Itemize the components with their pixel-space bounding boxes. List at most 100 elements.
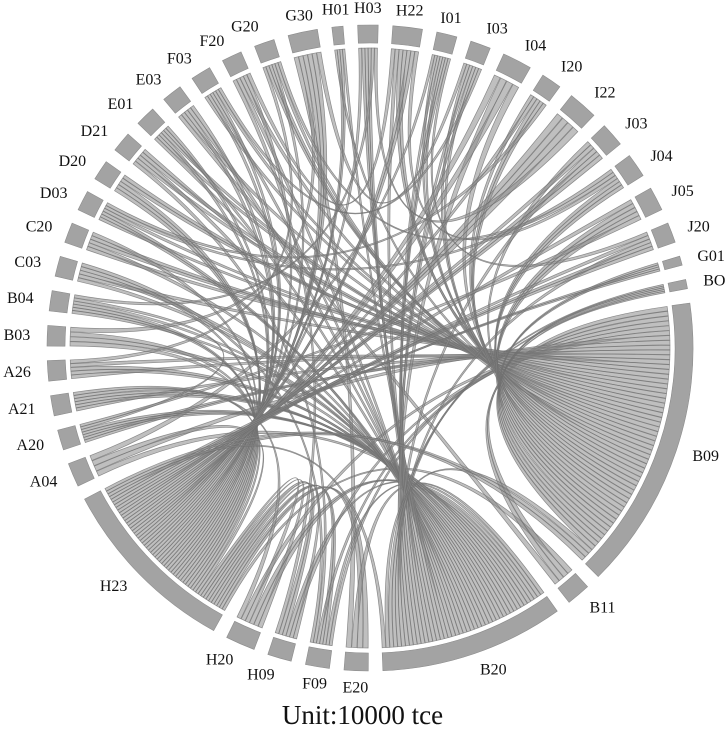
arc-g01 (662, 255, 683, 271)
arc-e01 (137, 108, 166, 137)
ribbon-a21-h20 (72, 385, 281, 620)
ribbon-d03-b20 (101, 210, 472, 633)
ribbon-bo9-b09 (496, 290, 666, 551)
ribbon-f03-b20 (209, 92, 457, 637)
label-b03: B03 (4, 327, 31, 344)
ribbon-h03-h23 (139, 47, 363, 544)
arc-b20 (381, 596, 558, 672)
ribbon-i22-h23 (124, 122, 574, 524)
ribbon-h01-h23 (141, 48, 346, 546)
label-g30: G30 (285, 7, 313, 24)
ribbon-b03-h23 (69, 341, 259, 591)
ribbon-c03-b09 (77, 273, 670, 370)
ribbon-j05-h23 (117, 199, 634, 514)
arc-g20 (254, 39, 280, 64)
ribbon-d21-b09 (139, 151, 665, 414)
ribbon-h20-b20 (253, 479, 535, 627)
label-b20: B20 (480, 662, 507, 679)
ribbon-b04-a20 (73, 297, 225, 430)
ribbon-c03-h23 (79, 266, 257, 583)
label-h03: H03 (354, 0, 382, 17)
label-b11: B11 (589, 600, 615, 617)
ribbon-g20-b09 (274, 62, 653, 456)
arc-i22 (559, 95, 595, 129)
ribbon-f03-h23 (156, 90, 282, 562)
ribbon-f09-b09 (328, 315, 670, 646)
arc-j03 (590, 125, 621, 156)
ribbon-e03-h23 (161, 104, 276, 567)
arc-g30 (287, 28, 321, 54)
ribbon-d21-e01 (142, 136, 261, 247)
ribbon-h22-b09 (399, 49, 648, 469)
ribbon-h09-b20 (285, 481, 538, 638)
ribbon-d21-b20 (137, 154, 468, 634)
unit-caption: Unit:10000 tce (281, 700, 444, 730)
ribbon-j03-h23 (122, 144, 595, 522)
ribbon-bo9-b09 (497, 287, 665, 547)
ribbon-h09-h23 (202, 481, 313, 636)
arc-h23 (84, 490, 223, 632)
label-j03: J03 (625, 115, 647, 132)
ribbon-c03-f09 (80, 262, 323, 643)
label-i04: I04 (525, 37, 546, 54)
arc-d03 (77, 191, 104, 218)
arc-a20 (57, 425, 81, 451)
ribbon-h23-b09 (104, 431, 586, 561)
label-h20: H20 (206, 651, 234, 668)
label-g20: G20 (231, 19, 259, 36)
label-i20: I20 (561, 59, 582, 76)
ribbon-g01-h23 (109, 268, 661, 500)
label-e03: E03 (136, 72, 162, 89)
ribbon-h22-h23 (135, 50, 416, 539)
label-d03: D03 (40, 185, 68, 202)
arc-e03 (163, 86, 192, 114)
ribbon-b11-b09 (486, 306, 669, 578)
label-j05: J05 (672, 183, 694, 200)
ribbon-c20-h23 (91, 231, 258, 581)
label-b09: B09 (692, 448, 719, 465)
ribbon-i04-h23 (133, 74, 501, 537)
arc-i20 (532, 74, 561, 102)
label-c03: C03 (14, 254, 41, 271)
arc-b04 (48, 290, 71, 314)
ribbon-h03-b04 (73, 47, 375, 306)
arc-b03 (46, 325, 67, 347)
ribbon-f09-h23 (210, 484, 334, 645)
arc-c03 (54, 255, 78, 281)
ribbon-h20-b20 (249, 479, 532, 625)
ribbon-j03-h23 (118, 154, 603, 516)
ribbon-a26-b09 (70, 353, 671, 380)
arc-h01 (331, 25, 345, 46)
label-i22: I22 (594, 84, 615, 101)
arc-j04 (614, 155, 644, 186)
arc-j20 (650, 222, 676, 249)
ribbon-f20-h22 (246, 48, 396, 206)
arc-d21 (114, 133, 142, 162)
ribbon-j20-h23 (112, 245, 654, 506)
ribbon-g30-h23 (145, 52, 328, 551)
ribbon-i22-h03 (374, 47, 579, 223)
label-f09: F09 (302, 675, 327, 692)
label-bo9: BO9 (703, 273, 725, 290)
ribbon-i03-b20 (400, 64, 474, 646)
ribbon-b04-h23 (72, 303, 257, 585)
label-h01: H01 (322, 2, 350, 19)
arc-c20 (64, 222, 90, 249)
ribbon-b09-b20 (384, 468, 593, 648)
arc-b11 (557, 572, 589, 603)
label-f20: F20 (199, 33, 224, 50)
arc-j05 (634, 187, 663, 218)
ribbon-i20-b09 (469, 94, 635, 495)
label-h09: H09 (247, 666, 275, 683)
ribbon-b11-b09 (485, 310, 669, 582)
ribbon-i03-b09 (440, 63, 642, 482)
ribbon-e03-b20 (187, 107, 460, 636)
ribbon-e01-b20 (163, 127, 464, 635)
arc-i01 (432, 31, 458, 55)
label-c20: C20 (26, 219, 53, 236)
ribbon-f03-b09 (204, 95, 660, 432)
label-a26: A26 (3, 364, 31, 381)
ribbon-b20-h23 (105, 444, 387, 649)
label-b04: B04 (7, 290, 34, 307)
ribbon-c20-b09 (86, 245, 670, 375)
